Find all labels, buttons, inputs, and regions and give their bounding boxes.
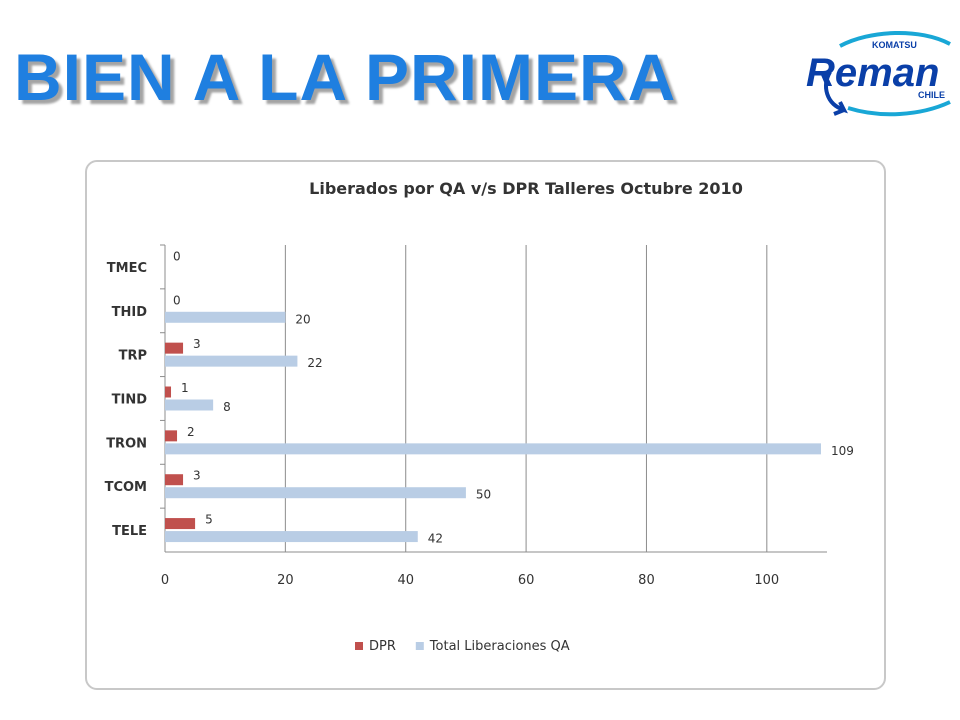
legend-label-qa: Total Liberaciones QA (429, 639, 570, 654)
x-tick-label-100: 100 (754, 573, 779, 588)
data-label-dpr-tcom: 3 (193, 469, 201, 483)
legend-label-dpr: DPR (369, 639, 396, 654)
bar-dpr-tron (165, 430, 178, 442)
logo-main-text: Reman (806, 51, 939, 95)
bar-chart: Liberados por QA v/s DPR Talleres Octubr… (105, 179, 854, 654)
bar-dpr-trp (165, 342, 184, 354)
logo-sub-text: CHILE (918, 90, 945, 100)
category-label-tmec: TMEC (107, 261, 147, 276)
data-label-qa-tron: 109 (831, 444, 854, 458)
bar-dpr-tind (165, 386, 172, 398)
bar-dpr-tcom (165, 474, 184, 486)
chart-frame: Liberados por QA v/s DPR Talleres Octubr… (85, 160, 886, 690)
data-label-qa-thid: 20 (295, 312, 310, 326)
bar-qa-tind (165, 399, 214, 411)
bar-qa-tron (165, 443, 821, 455)
legend-swatch-dpr (355, 642, 363, 650)
bar-dpr-tele (165, 518, 196, 530)
data-label-dpr-thid: 0 (173, 293, 181, 307)
data-label-qa-tele: 42 (428, 532, 443, 546)
data-label-qa-tind: 8 (223, 400, 231, 414)
data-label-dpr-tele: 5 (205, 513, 213, 527)
x-tick-label-0: 0 (161, 573, 169, 588)
bar-qa-thid (165, 311, 286, 323)
legend-swatch-qa (415, 642, 424, 650)
data-label-qa-trp: 22 (307, 356, 322, 370)
reman-logo: KOMATSU Reman CHILE (806, 30, 951, 117)
bar-qa-trp (165, 355, 298, 367)
data-label-dpr-tmec: 0 (173, 249, 181, 263)
category-label-tron: TRON (106, 436, 147, 451)
x-tick-label-40: 40 (397, 573, 414, 588)
data-label-dpr-tind: 1 (181, 381, 189, 395)
x-tick-label-20: 20 (277, 573, 294, 588)
x-tick-label-80: 80 (638, 573, 655, 588)
category-label-thid: THID (112, 305, 148, 320)
category-label-trp: TRP (119, 349, 147, 364)
logo-swoosh-bottom (847, 100, 951, 117)
x-tick-label-60: 60 (518, 573, 535, 588)
data-label-qa-tcom: 50 (476, 488, 491, 502)
data-label-dpr-tron: 2 (187, 425, 195, 439)
logo-arrow-left (824, 71, 848, 116)
category-label-tind: TIND (112, 393, 148, 408)
bar-qa-tele (165, 531, 418, 543)
category-label-tele: TELE (112, 524, 147, 539)
chart-title: Liberados por QA v/s DPR Talleres Octubr… (309, 179, 743, 198)
slide-title: BIEN A LA PRIMERA (14, 40, 677, 114)
logo-top-text: KOMATSU (872, 40, 917, 50)
logo-swoosh-top (839, 30, 951, 48)
bar-qa-tcom (165, 487, 466, 499)
category-label-tcom: TCOM (105, 480, 147, 495)
data-label-dpr-trp: 3 (193, 337, 201, 351)
